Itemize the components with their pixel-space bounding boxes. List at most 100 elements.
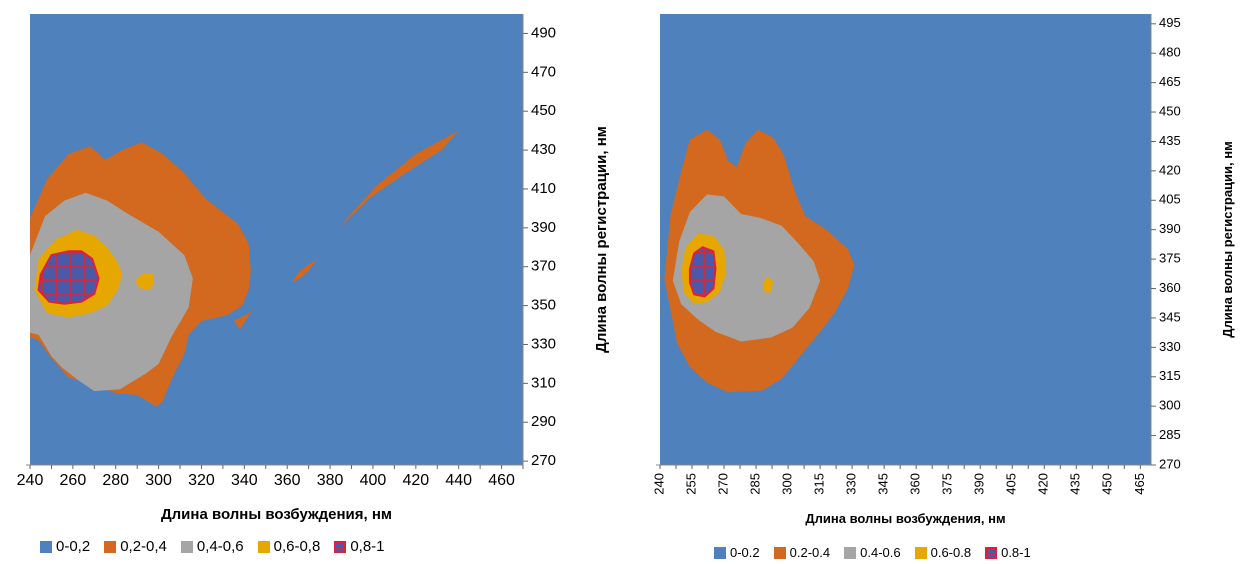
x-tick-label: 280 bbox=[102, 472, 129, 489]
y-tick-label: 480 bbox=[1159, 45, 1181, 60]
x-tick-label: 320 bbox=[188, 472, 215, 489]
legend-label: 0-0,2 bbox=[56, 538, 91, 555]
legend-item: 0,8-1 bbox=[334, 538, 385, 555]
x-axis-title: Длина волны возбуждения, нм bbox=[805, 511, 1005, 526]
legend-right: 0-0.2 0.2-0.4 0.4-0.6 0.6-0.8 0.8-1 bbox=[714, 545, 1045, 560]
legend-swatch bbox=[714, 546, 726, 559]
legend-label: 0-0.2 bbox=[730, 545, 760, 560]
contour-region-level-4 bbox=[688, 246, 717, 298]
x-tick-label: 400 bbox=[360, 472, 387, 489]
y-tick-label: 300 bbox=[1159, 398, 1181, 413]
x-tick-label: 360 bbox=[908, 473, 923, 495]
contour-region-level-1 bbox=[338, 130, 459, 228]
y-tick-label: 390 bbox=[531, 219, 556, 236]
y-tick-label: 370 bbox=[531, 258, 556, 275]
x-tick-label: 420 bbox=[1036, 473, 1051, 495]
legend-swatch bbox=[844, 546, 857, 559]
y-tick-label: 375 bbox=[1159, 251, 1181, 266]
x-tick-label: 255 bbox=[683, 473, 698, 495]
x-tick-label: 450 bbox=[1100, 473, 1115, 495]
y-tick-label: 435 bbox=[1159, 133, 1181, 148]
x-tick-label: 260 bbox=[60, 472, 87, 489]
legend-item: 0.8-1 bbox=[985, 545, 1031, 560]
x-tick-label: 380 bbox=[317, 472, 344, 489]
legend-swatch bbox=[257, 540, 270, 553]
y-tick-label: 270 bbox=[531, 452, 556, 469]
y-tick-label: 360 bbox=[1159, 280, 1181, 295]
contour-region-level-3 bbox=[135, 272, 155, 290]
contour-region-level-1 bbox=[233, 293, 271, 329]
x-tick-label: 285 bbox=[748, 473, 763, 495]
y-tick-label: 490 bbox=[531, 24, 556, 41]
legend-swatch bbox=[773, 546, 786, 559]
y-tick-label: 450 bbox=[531, 102, 556, 119]
legend-label: 0.8-1 bbox=[1001, 545, 1031, 560]
legend-label: 0,6-0,8 bbox=[273, 538, 321, 555]
y-tick-label: 450 bbox=[1159, 103, 1181, 118]
x-tick-label: 405 bbox=[1004, 473, 1019, 495]
x-tick-label: 240 bbox=[17, 472, 44, 489]
legend-swatch bbox=[180, 540, 193, 553]
x-tick-label: 315 bbox=[812, 473, 827, 495]
x-tick-label: 270 bbox=[715, 473, 730, 495]
contour-region-level-2 bbox=[672, 194, 821, 342]
y-tick-label: 420 bbox=[1159, 162, 1181, 177]
legend-swatch bbox=[985, 546, 998, 559]
chart-left: 240 260 280 300 320 340 360 380 400 420 440 460 270 2… bbox=[17, 14, 610, 523]
legend-swatch bbox=[914, 546, 927, 559]
x-tick-label: 420 bbox=[402, 472, 429, 489]
legend-label: 0.4-0.6 bbox=[860, 545, 901, 560]
legend-item: 0.4-0.6 bbox=[844, 545, 901, 560]
y-tick-label: 285 bbox=[1159, 427, 1181, 442]
legend-item: 0,6-0,8 bbox=[257, 538, 321, 555]
legend-label: 0.2-0.4 bbox=[789, 545, 831, 560]
y-tick-label: 410 bbox=[531, 180, 556, 197]
x-tick-label: 375 bbox=[940, 473, 955, 495]
x-tick-label: 300 bbox=[145, 472, 172, 489]
y-tick-label: 330 bbox=[531, 335, 556, 352]
x-tick-label: 330 bbox=[844, 473, 859, 495]
legend-swatch bbox=[104, 540, 117, 553]
x-axis-title: Длина волны возбуждения, нм bbox=[161, 506, 392, 523]
y-tick-label: 465 bbox=[1159, 74, 1181, 89]
y-tick-label: 350 bbox=[531, 297, 556, 314]
legend-item: 0,2-0,4 bbox=[104, 538, 167, 555]
y-axis-title: Длина волны регистрации, нм bbox=[1220, 141, 1235, 337]
x-tick-label: 390 bbox=[972, 473, 987, 495]
x-tick-label: 340 bbox=[231, 472, 258, 489]
legend-item: 0,4-0,6 bbox=[180, 538, 244, 555]
legend-left: 0-0,2 0,2-0,4 0,4-0,6 0,6-0,8 0,8-1 bbox=[40, 538, 399, 555]
legend-label: 0,4-0,6 bbox=[196, 538, 244, 555]
y-tick-label: 345 bbox=[1159, 309, 1181, 324]
legend-label: 0,8-1 bbox=[350, 538, 385, 555]
x-tick-label: 435 bbox=[1068, 473, 1083, 495]
legend-label: 0,2-0,4 bbox=[120, 538, 167, 555]
y-tick-label: 270 bbox=[1159, 456, 1181, 471]
legend-swatch bbox=[40, 540, 52, 553]
y-tick-label: 390 bbox=[1159, 221, 1181, 236]
x-tick-label: 360 bbox=[274, 472, 301, 489]
contour-region-level-3 bbox=[762, 276, 774, 293]
contour-region-level-4 bbox=[37, 250, 100, 305]
y-tick-label: 405 bbox=[1159, 192, 1181, 207]
legend-item: 0-0.2 bbox=[714, 545, 760, 560]
y-tick-label: 470 bbox=[531, 63, 556, 80]
legend-item: 0.2-0.4 bbox=[773, 545, 831, 560]
y-tick-label: 430 bbox=[531, 141, 556, 158]
legend-item: 0.6-0.8 bbox=[914, 545, 972, 560]
y-tick-label: 315 bbox=[1159, 368, 1181, 383]
x-tick-label: 440 bbox=[445, 472, 472, 489]
x-tick-label: 240 bbox=[651, 473, 666, 495]
x-tick-label: 465 bbox=[1132, 473, 1147, 495]
contour-region-level-1 bbox=[291, 258, 318, 283]
legend-swatch bbox=[334, 540, 347, 553]
chart-right: 240 255 270 285 300 315 330 345 360 375 390 405 420 4… bbox=[651, 14, 1235, 526]
y-tick-label: 495 bbox=[1159, 15, 1181, 30]
x-tick-label: 345 bbox=[876, 473, 891, 495]
x-tick-label: 300 bbox=[780, 473, 795, 495]
legend-item: 0-0,2 bbox=[40, 538, 90, 555]
y-tick-label: 330 bbox=[1159, 339, 1181, 354]
y-tick-label: 290 bbox=[531, 413, 556, 430]
legend-label: 0.6-0.8 bbox=[930, 545, 972, 560]
y-tick-label: 310 bbox=[531, 374, 556, 391]
